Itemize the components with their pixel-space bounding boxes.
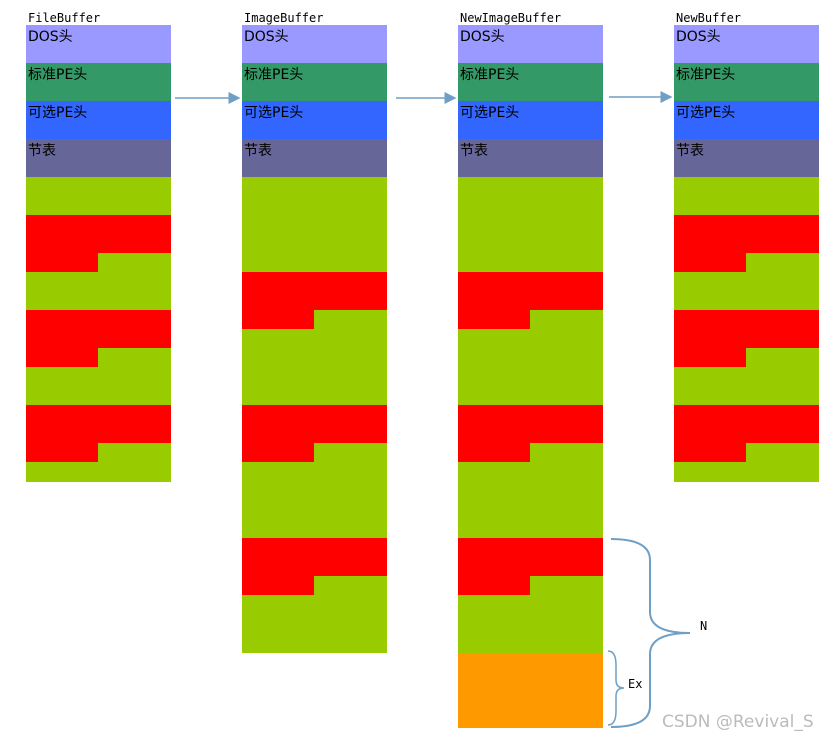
- header-block: [26, 139, 171, 177]
- section-raw: [458, 576, 530, 595]
- header-block: [458, 101, 603, 139]
- header-block: [242, 63, 387, 101]
- header-label: DOS头: [244, 29, 289, 45]
- header-label: DOS头: [460, 29, 505, 45]
- header-block: [242, 139, 387, 177]
- header-label: 可选PE头: [676, 105, 735, 121]
- header-label: 可选PE头: [244, 105, 303, 121]
- header-block: [674, 101, 819, 139]
- watermark: CSDN @Revival_S: [662, 712, 814, 732]
- label-n: N: [700, 619, 707, 633]
- header-block: [242, 25, 387, 63]
- section-raw: [674, 310, 819, 348]
- section-raw: [242, 443, 314, 462]
- section-raw: [26, 348, 98, 367]
- brace-n: [610, 538, 691, 728]
- section-raw: [242, 310, 314, 329]
- section-raw: [242, 576, 314, 595]
- header-block: [674, 63, 819, 101]
- header-label: 可选PE头: [460, 105, 519, 121]
- header-label: 节表: [460, 143, 488, 159]
- section-raw: [458, 405, 603, 443]
- section-raw: [458, 538, 603, 576]
- section-raw: [26, 310, 171, 348]
- section-raw: [674, 405, 819, 443]
- header-block: [26, 101, 171, 139]
- section-raw: [26, 215, 171, 253]
- section-raw: [26, 253, 98, 272]
- header-block: [26, 25, 171, 63]
- header-block: [26, 63, 171, 101]
- section-raw: [674, 253, 746, 272]
- section-raw: [674, 215, 819, 253]
- expanded-section: [458, 653, 603, 728]
- header-label: 节表: [244, 143, 272, 159]
- column-title: NewBuffer: [676, 11, 741, 25]
- header-block: [458, 63, 603, 101]
- section-raw: [242, 405, 387, 443]
- header-block: [458, 139, 603, 177]
- section-raw: [26, 405, 171, 443]
- brace-ex: [607, 650, 625, 726]
- section-raw: [458, 272, 603, 310]
- header-label: 标准PE头: [28, 67, 87, 83]
- header-label: 节表: [28, 143, 56, 159]
- header-block: [674, 139, 819, 177]
- column-title: NewImageBuffer: [460, 11, 561, 25]
- header-label: DOS头: [28, 29, 73, 45]
- section-raw: [242, 272, 387, 310]
- header-block: [242, 101, 387, 139]
- section-raw: [458, 310, 530, 329]
- header-label: 可选PE头: [28, 105, 87, 121]
- header-block: [458, 25, 603, 63]
- header-label: 标准PE头: [676, 67, 735, 83]
- section-raw: [674, 443, 746, 462]
- section-raw: [458, 443, 530, 462]
- header-label: 标准PE头: [460, 67, 519, 83]
- header-label: 标准PE头: [244, 67, 303, 83]
- column-title: ImageBuffer: [244, 11, 323, 25]
- header-label: 节表: [676, 143, 704, 159]
- header-label: DOS头: [676, 29, 721, 45]
- section-raw: [26, 443, 98, 462]
- arrows: [175, 91, 673, 104]
- section-raw: [674, 348, 746, 367]
- column-title: FileBuffer: [28, 11, 100, 25]
- section-raw: [242, 538, 387, 576]
- header-block: [674, 25, 819, 63]
- label-ex: Ex: [628, 677, 642, 691]
